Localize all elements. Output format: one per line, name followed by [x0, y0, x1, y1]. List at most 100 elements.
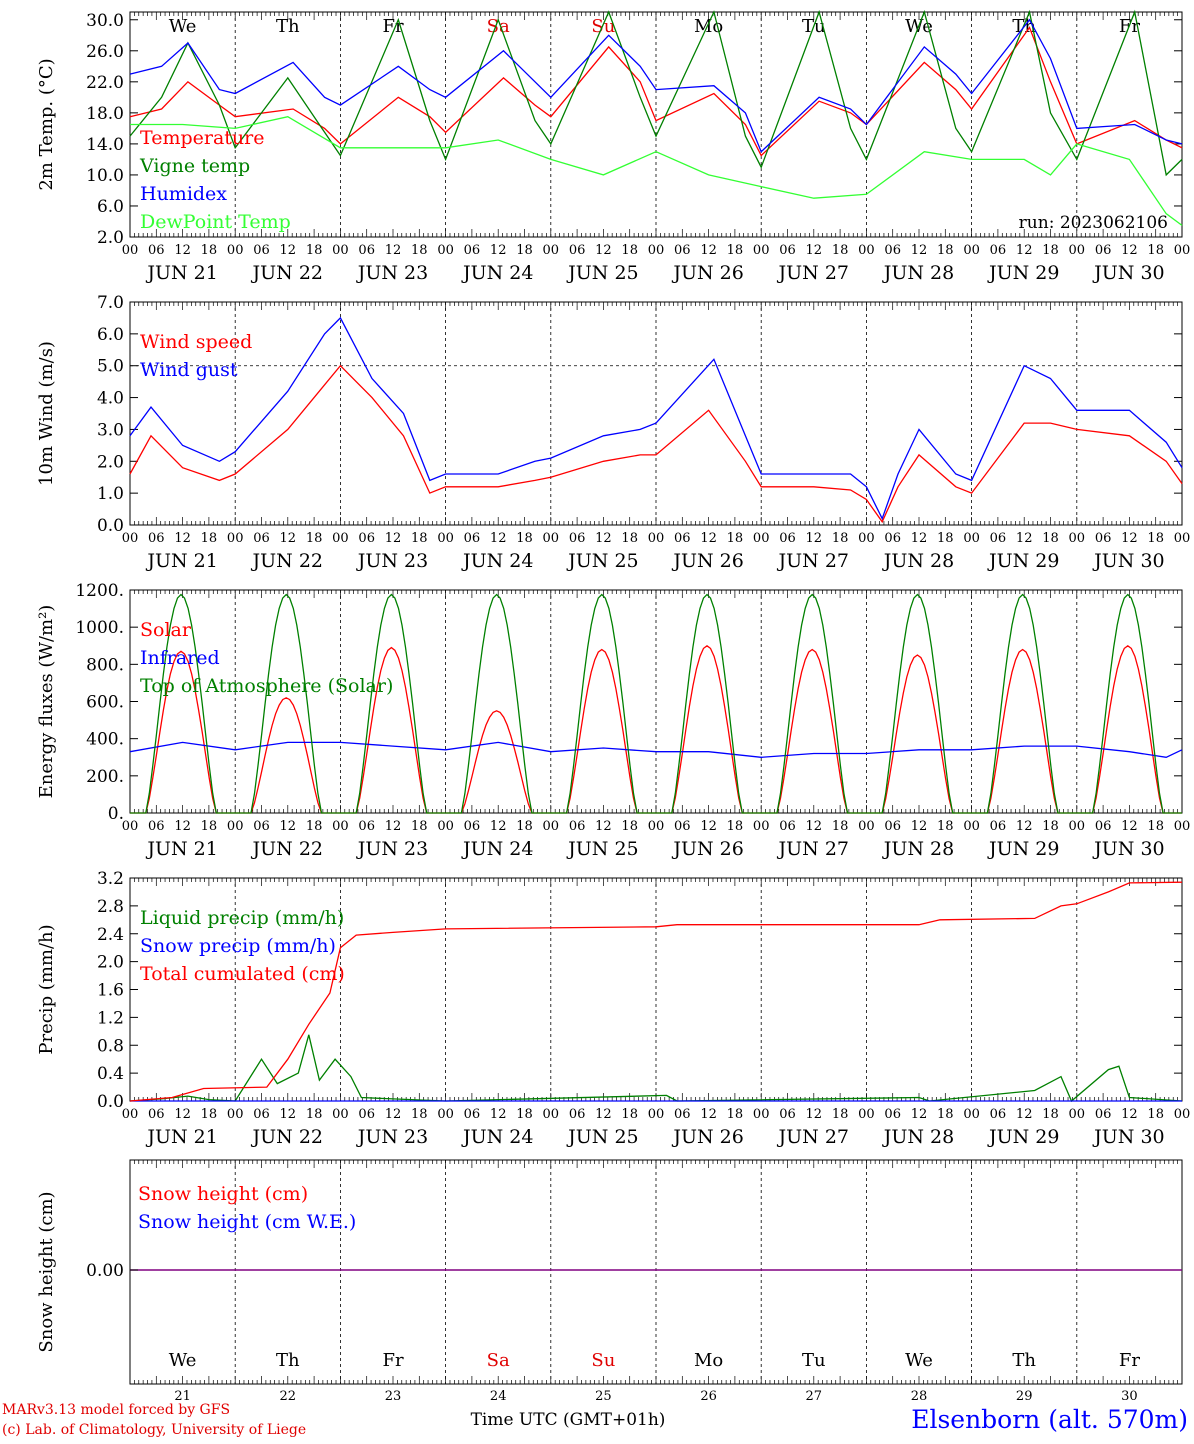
hour-label: 12	[174, 531, 191, 546]
hour-label: 06	[674, 819, 691, 834]
hour-label: 18	[727, 819, 744, 834]
y-tick-label: 2.8	[97, 897, 124, 917]
hour-label: 06	[253, 531, 270, 546]
hour-label: 06	[990, 819, 1007, 834]
day-number-label: 24	[490, 1389, 507, 1404]
hour-label: 00	[753, 819, 770, 834]
hour-label: 06	[148, 531, 165, 546]
hour-label: 12	[595, 531, 612, 546]
hour-label: 00	[648, 243, 665, 258]
y-axis-label: 2m Temp. (°C)	[36, 58, 57, 190]
hour-label: 18	[411, 819, 428, 834]
legend-entry: Solar	[140, 619, 192, 641]
weekday-label: We	[905, 1350, 933, 1371]
series-line	[129, 881, 1183, 1102]
day-label: JUN 27	[777, 838, 849, 860]
hour-label: 06	[358, 1107, 375, 1122]
hour-label: 18	[201, 819, 218, 834]
legend-entry: Top of Atmosphere (Solar)	[140, 675, 393, 697]
hour-label: 12	[385, 819, 402, 834]
day-label: JUN 25	[566, 838, 638, 860]
hour-label: 06	[358, 819, 375, 834]
day-label: JUN 25	[566, 550, 638, 572]
y-tick-label: 2.0	[97, 953, 124, 973]
hour-label: 12	[1121, 531, 1138, 546]
day-label: JUN 30	[1092, 1126, 1164, 1148]
weekday-label: Su	[591, 16, 615, 37]
day-number-label: 29	[1016, 1389, 1033, 1404]
hour-label: 18	[201, 243, 218, 258]
hour-label: 12	[700, 531, 717, 546]
hour-label: 18	[411, 531, 428, 546]
hour-label: 12	[174, 819, 191, 834]
hour-label: 00	[963, 1107, 980, 1122]
day-number-label: 27	[806, 1389, 823, 1404]
hour-label: 06	[148, 819, 165, 834]
hour-label: 18	[832, 819, 849, 834]
hour-label: 18	[306, 1107, 323, 1122]
hour-label: 06	[1095, 1107, 1112, 1122]
hour-label: 18	[201, 1107, 218, 1122]
legend-entry: Infrared	[140, 647, 220, 669]
legend-entry: Wind speed	[140, 331, 252, 353]
hour-label: 12	[1016, 243, 1033, 258]
hour-label: 12	[174, 1107, 191, 1122]
hour-label: 00	[332, 243, 349, 258]
hour-label: 00	[963, 243, 980, 258]
y-tick-label: 0.00	[86, 1261, 124, 1281]
hour-label: 12	[280, 531, 297, 546]
hour-label: 18	[1147, 243, 1164, 258]
hour-label: 06	[674, 1107, 691, 1122]
hour-label: 06	[358, 531, 375, 546]
y-tick-label: 0.8	[97, 1036, 124, 1056]
hour-label: 12	[490, 819, 507, 834]
weekday-label: We	[169, 16, 197, 37]
weekday-label: Sa	[487, 16, 510, 37]
weekday-label: Th	[276, 16, 300, 37]
hour-label: 06	[1095, 243, 1112, 258]
day-number-label: 25	[595, 1389, 612, 1404]
hour-label: 12	[806, 819, 823, 834]
series-line	[129, 316, 1183, 521]
hour-label: 00	[753, 1107, 770, 1122]
hour-label: 18	[937, 243, 954, 258]
temperature-panel: 30.0 26.0 22.0 18.0 14.0 10.0 6.0 2.0 2m Temp. (…	[36, 9, 1190, 284]
hour-label: 06	[779, 819, 796, 834]
hour-label: 06	[674, 531, 691, 546]
legend-entry: Vigne temp	[139, 155, 250, 177]
hour-label: 00	[437, 243, 454, 258]
series-line	[130, 116, 1183, 226]
hour-label: 06	[569, 819, 586, 834]
precip-panel: 3.2 2.8 2.4 2.0 1.6 1.2 0.8 0.4 0.0 Precip (mm/h)…	[36, 869, 1190, 1148]
hour-label: 18	[1042, 243, 1059, 258]
hour-label: 18	[621, 531, 638, 546]
station-label: Elsenborn (alt. 570m)	[911, 1405, 1188, 1434]
hour-label: 00	[858, 531, 875, 546]
day-label: JUN 28	[882, 1126, 954, 1148]
hour-label: 12	[490, 531, 507, 546]
y-tick-label: 600.	[86, 693, 124, 713]
hour-label: 18	[621, 819, 638, 834]
hour-label: 00	[332, 1107, 349, 1122]
hour-label: 12	[806, 531, 823, 546]
hour-label: 12	[280, 819, 297, 834]
day-number-label: 23	[385, 1389, 402, 1404]
hour-label: 12	[385, 531, 402, 546]
day-label: JUN 26	[671, 838, 743, 860]
weekday-label: Mo	[694, 1350, 723, 1371]
weekday-label: Fr	[1119, 1350, 1140, 1371]
y-tick-label: 400.	[86, 730, 124, 750]
legend-entry: Snow precip (mm/h)	[140, 935, 336, 957]
hour-label: 06	[884, 243, 901, 258]
hour-label: 06	[1095, 531, 1112, 546]
y-tick-label: 14.0	[86, 135, 124, 155]
y-tick-label: 4.0	[97, 389, 124, 409]
weekday-label: Su	[591, 1350, 615, 1371]
weekday-label: Sa	[487, 1350, 510, 1371]
hour-label: 18	[1147, 819, 1164, 834]
hour-label: 00	[332, 531, 349, 546]
hour-label: 06	[253, 819, 270, 834]
hour-label: 00	[122, 243, 139, 258]
hour-label: 00	[858, 819, 875, 834]
day-label: JUN 30	[1092, 838, 1164, 860]
